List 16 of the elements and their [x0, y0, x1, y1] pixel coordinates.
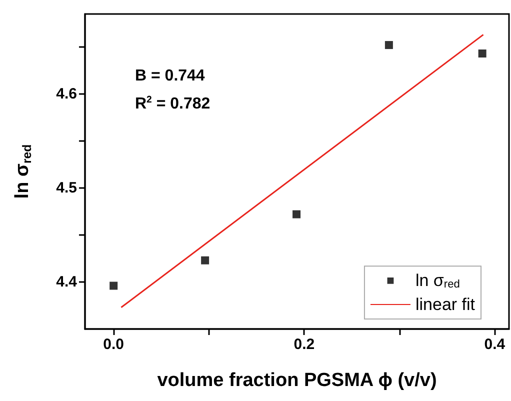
legend-label: ln σred — [415, 271, 460, 290]
annotation: B = 0.744 — [135, 68, 205, 84]
point — [110, 282, 118, 290]
y-tick-label: 4.5 — [56, 179, 77, 196]
y-axis-title: ln σred — [12, 144, 34, 199]
x-tick-label: 0.0 — [103, 336, 124, 353]
x-tick-label: 0.4 — [484, 336, 506, 353]
point — [384, 41, 393, 50]
y-tick-label: 4.4 — [56, 273, 78, 290]
point — [478, 49, 486, 58]
y-tick-label: 4.6 — [56, 85, 77, 102]
x-axis-title: volume fraction PGSMA ϕ (v/v) — [157, 370, 437, 391]
point — [292, 210, 301, 218]
point — [201, 256, 210, 264]
legend-label: linear fit — [415, 295, 476, 314]
x-tick-label: 0.2 — [294, 336, 315, 353]
